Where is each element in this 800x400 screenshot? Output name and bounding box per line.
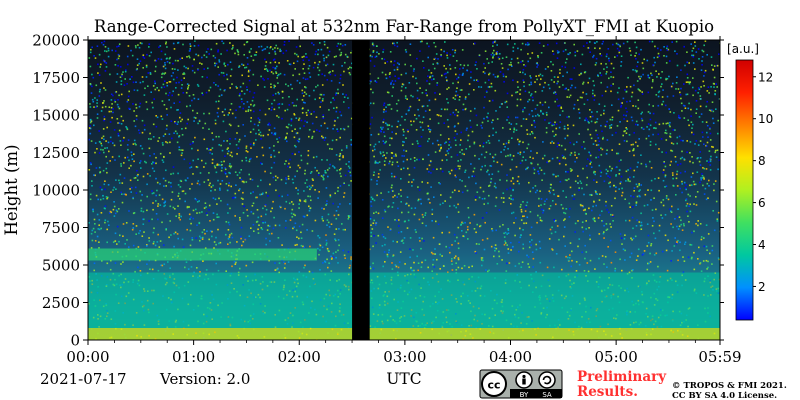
signal-layer (88, 248, 317, 261)
copyright-line2: CC BY SA 4.0 License. (672, 391, 777, 400)
y-axis: 0 2500 5000 7500 10000 12500 15000 17500 20000 (32, 32, 724, 350)
colorbar-tick-label: 10 (758, 112, 773, 126)
y-tick-label: 0 (70, 332, 80, 350)
colorbar (735, 59, 754, 321)
y-tick-label: 10000 (32, 182, 80, 200)
preliminary-line1: Preliminary (577, 369, 667, 385)
colorbar-tick-label: 4 (758, 238, 766, 252)
x-tick-label: 04:00 (489, 348, 532, 366)
x-tick-label: 02:00 (278, 348, 321, 366)
footer-version: Version: 2.0 (159, 370, 250, 388)
plot-area (88, 40, 720, 340)
x-tick-label: 05:59 (698, 348, 741, 366)
signal-layer (88, 272, 720, 328)
y-tick-label: 12500 (32, 144, 80, 162)
colorbar-tick-label: 8 (758, 154, 766, 168)
y-tick-label: 2500 (42, 294, 80, 312)
colorbar-ticks: 2 4 6 8 10 12 (753, 70, 773, 294)
signal-layer (88, 328, 720, 340)
preliminary-line2: Results. (577, 384, 638, 400)
copyright-line1: © TROPOS & FMI 2021. (672, 381, 787, 391)
colorbar-tick-label: 2 (758, 280, 766, 294)
colorbar-tick-label: 6 (758, 196, 766, 210)
x-tick-label: 03:00 (383, 348, 426, 366)
footer-date: 2021-07-17 (40, 370, 126, 388)
x-tick-label: 01:00 (172, 348, 215, 366)
y-tick-label: 17500 (32, 69, 80, 87)
y-tick-label: 7500 (42, 219, 80, 237)
y-axis-label: Height (m) (2, 144, 21, 235)
colorbar-unit: [a.u.] (727, 42, 759, 56)
x-axis-label: UTC (386, 370, 421, 388)
x-tick-label: 05:00 (595, 348, 638, 366)
x-tick-label: 00:00 (66, 348, 109, 366)
cc-by-sa-icon: cc BY SA (479, 369, 563, 399)
y-tick-label: 5000 (42, 257, 80, 275)
data-gap (352, 40, 370, 340)
colorbar-tick-label: 12 (758, 70, 773, 84)
x-axis: 00:00 01:00 02:00 03:00 04:00 05:00 05:59 (66, 36, 742, 366)
y-tick-label: 20000 (32, 32, 80, 50)
y-tick-label: 15000 (32, 107, 80, 125)
chart-title: Range-Corrected Signal at 532nm Far-Rang… (94, 17, 714, 36)
signal-layers (88, 248, 720, 340)
